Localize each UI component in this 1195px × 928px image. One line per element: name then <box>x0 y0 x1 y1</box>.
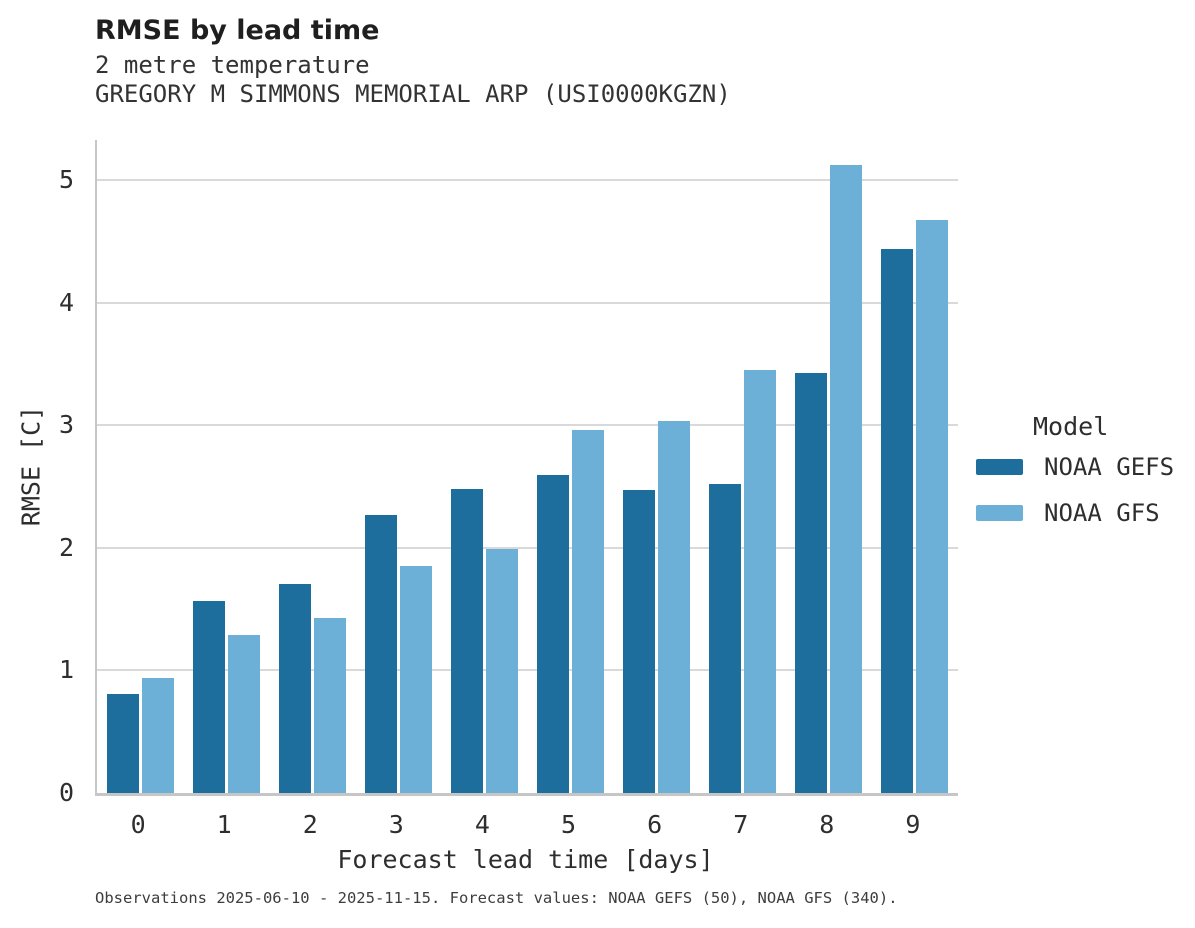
caption: Observations 2025-06-10 - 2025-11-15. Fo… <box>95 889 898 907</box>
bar-noaa-gfs-day2 <box>313 617 346 793</box>
gridline-y1 <box>97 669 958 672</box>
gridline-y4 <box>97 301 958 304</box>
x-tick-label-4: 4 <box>474 810 490 839</box>
y-tick-label-2: 2 <box>58 532 74 562</box>
gridline-y5 <box>97 179 958 182</box>
chart-title: RMSE by lead time <box>95 15 380 46</box>
bar-noaa-gefs-day8 <box>795 372 828 793</box>
bar-noaa-gfs-day5 <box>572 430 604 793</box>
legend-swatch-noaa-gfs <box>976 505 1023 521</box>
x-tick-label-1: 1 <box>216 810 232 839</box>
y-tick-label-4: 4 <box>58 287 74 317</box>
bar-noaa-gfs-day9 <box>916 219 949 793</box>
legend-entry-noaa-gefs: NOAA GEFS <box>976 453 1191 481</box>
bar-noaa-gefs-day7 <box>709 484 742 793</box>
legend-label-noaa-gefs: NOAA GEFS <box>1044 453 1175 481</box>
bar-noaa-gfs-day8 <box>830 164 863 793</box>
x-tick-label-0: 0 <box>130 810 146 839</box>
legend-entry-noaa-gfs: NOAA GFS <box>976 499 1191 527</box>
x-tick-label-8: 8 <box>819 810 835 839</box>
y-tick-label-0: 0 <box>58 778 74 807</box>
bar-noaa-gfs-day7 <box>744 370 777 793</box>
bar-noaa-gfs-day3 <box>399 566 432 793</box>
bar-noaa-gefs-day0 <box>106 693 139 793</box>
bar-noaa-gefs-day4 <box>450 489 483 793</box>
y-tick-label-1: 1 <box>58 655 74 685</box>
bar-noaa-gefs-day1 <box>192 600 225 793</box>
bar-noaa-gfs-day4 <box>485 549 518 793</box>
chart-subtitle-variable: 2 metre temperature <box>95 51 370 79</box>
bar-noaa-gefs-day5 <box>537 474 569 793</box>
gridline-y3 <box>97 424 958 427</box>
legend-label-noaa-gfs: NOAA GFS <box>1044 499 1160 527</box>
bar-noaa-gfs-day1 <box>227 635 260 793</box>
x-tick-label-2: 2 <box>302 810 318 839</box>
x-axis-title: Forecast lead time [days] <box>337 845 714 874</box>
x-tick-label-7: 7 <box>733 810 749 839</box>
legend-title: Model <box>1033 412 1109 441</box>
x-tick-label-3: 3 <box>388 810 404 839</box>
y-tick-label-5: 5 <box>58 165 74 195</box>
bar-noaa-gfs-day6 <box>658 420 691 793</box>
legend: Model NOAA GEFS NOAA GFS <box>976 412 1191 545</box>
bar-noaa-gfs-day0 <box>141 677 174 793</box>
legend-swatch-noaa-gefs <box>976 459 1023 475</box>
bar-noaa-gefs-day6 <box>623 490 656 793</box>
bar-noaa-gefs-day2 <box>278 583 311 793</box>
plot-area <box>95 140 958 796</box>
chart-subtitle-station: GREGORY M SIMMONS MEMORIAL ARP (USI0000K… <box>95 80 731 108</box>
y-tick-label-3: 3 <box>58 410 74 440</box>
bar-noaa-gefs-day3 <box>364 514 397 793</box>
x-tick-label-9: 9 <box>905 810 921 839</box>
x-tick-label-5: 5 <box>560 810 577 839</box>
gridline-y2 <box>97 546 958 549</box>
x-tick-label-6: 6 <box>647 810 663 839</box>
bar-noaa-gefs-day9 <box>881 249 914 793</box>
